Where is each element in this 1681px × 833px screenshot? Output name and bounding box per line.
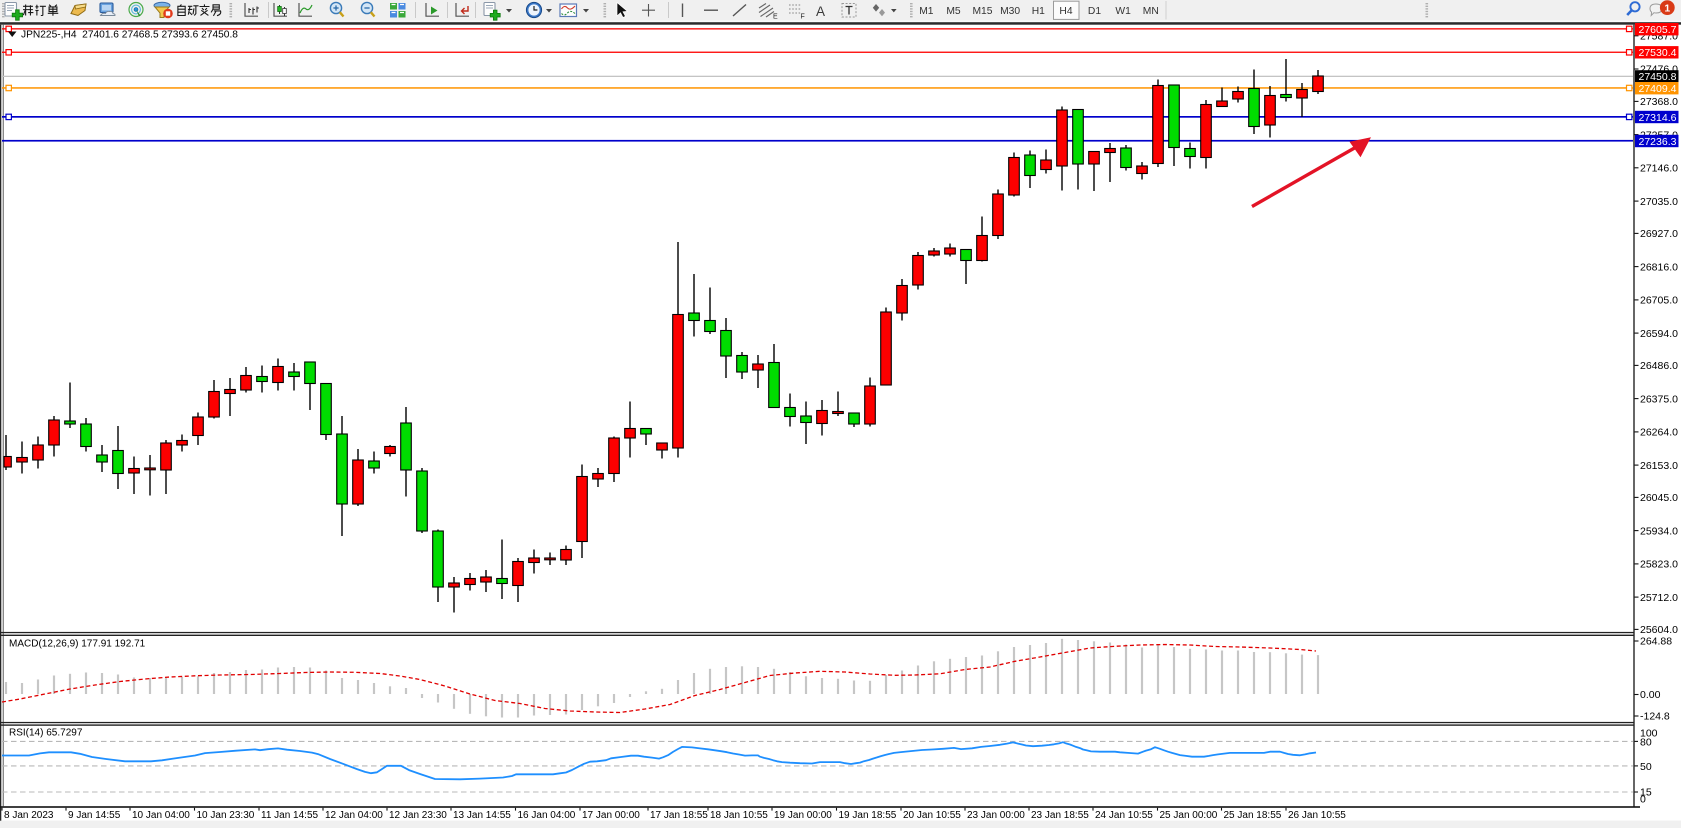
- svg-text:25934.0: 25934.0: [1640, 525, 1678, 537]
- svg-text:27605.7: 27605.7: [1639, 24, 1677, 36]
- svg-text:M1: M1: [919, 6, 934, 17]
- svg-text:M5: M5: [946, 6, 961, 17]
- svg-text:26816.0: 26816.0: [1640, 261, 1678, 273]
- svg-text:27314.6: 27314.6: [1639, 112, 1677, 124]
- svg-text:26153.0: 26153.0: [1640, 460, 1678, 472]
- svg-text:27530.4: 27530.4: [1639, 47, 1677, 59]
- svg-text:MACD(12,26,9) 177.91 192.71: MACD(12,26,9) 177.91 192.71: [9, 638, 146, 649]
- svg-text:25 Jan 18:55: 25 Jan 18:55: [1224, 810, 1282, 821]
- svg-text:-124.8: -124.8: [1640, 711, 1670, 723]
- svg-text:27368.0: 27368.0: [1640, 96, 1678, 108]
- svg-text:M30: M30: [1000, 6, 1020, 17]
- svg-text:H4: H4: [1059, 6, 1072, 17]
- svg-text:17 Jan 00:00: 17 Jan 00:00: [582, 810, 640, 821]
- svg-text:27450.8: 27450.8: [1639, 71, 1677, 83]
- svg-text:23 Jan 00:00: 23 Jan 00:00: [967, 810, 1025, 821]
- svg-text:27146.0: 27146.0: [1640, 163, 1678, 175]
- svg-text:24 Jan 10:55: 24 Jan 10:55: [1095, 810, 1153, 821]
- svg-text:JPN225-,H4 27401.6 27468.5 27: JPN225-,H4 27401.6 27468.5 27393.6 27450…: [21, 29, 238, 40]
- svg-text:15: 15: [1640, 787, 1652, 799]
- svg-text:19 Jan 00:00: 19 Jan 00:00: [774, 810, 832, 821]
- svg-text:10 Jan 04:00: 10 Jan 04:00: [132, 810, 190, 821]
- svg-text:264.88: 264.88: [1640, 636, 1672, 648]
- svg-text:9 Jan 14:55: 9 Jan 14:55: [68, 810, 121, 821]
- svg-text:18 Jan 10:55: 18 Jan 10:55: [710, 810, 768, 821]
- svg-text:26594.0: 26594.0: [1640, 328, 1678, 340]
- svg-text:0.00: 0.00: [1640, 689, 1661, 701]
- svg-text:25604.0: 25604.0: [1640, 624, 1678, 636]
- svg-text:26045.0: 26045.0: [1640, 492, 1678, 504]
- svg-text:MN: MN: [1143, 6, 1159, 17]
- svg-text:17 Jan 18:55: 17 Jan 18:55: [650, 810, 708, 821]
- svg-text:50: 50: [1640, 761, 1652, 773]
- svg-text:100: 100: [1640, 728, 1658, 740]
- svg-text:25 Jan 00:00: 25 Jan 00:00: [1160, 810, 1218, 821]
- svg-text:8 Jan 2023: 8 Jan 2023: [4, 810, 54, 821]
- svg-text:1: 1: [1664, 2, 1670, 14]
- svg-text:0: 0: [1640, 793, 1646, 805]
- svg-text:26705.0: 26705.0: [1640, 295, 1678, 307]
- svg-text:26375.0: 26375.0: [1640, 393, 1678, 405]
- svg-text:25823.0: 25823.0: [1640, 559, 1678, 571]
- svg-text:12 Jan 04:00: 12 Jan 04:00: [325, 810, 383, 821]
- svg-text:23 Jan 18:55: 23 Jan 18:55: [1031, 810, 1089, 821]
- svg-text:D1: D1: [1088, 6, 1101, 17]
- svg-text:27409.4: 27409.4: [1639, 83, 1677, 95]
- svg-text:25712.0: 25712.0: [1640, 592, 1678, 604]
- svg-text:26927.0: 26927.0: [1640, 228, 1678, 240]
- svg-text:27035.0: 27035.0: [1640, 196, 1678, 208]
- svg-text:12 Jan 23:30: 12 Jan 23:30: [389, 810, 447, 821]
- svg-text:F: F: [801, 14, 805, 21]
- svg-text:H1: H1: [1032, 6, 1045, 17]
- svg-text:27236.3: 27236.3: [1639, 136, 1677, 148]
- svg-text:26264.0: 26264.0: [1640, 427, 1678, 439]
- svg-text:80: 80: [1640, 736, 1652, 748]
- svg-text:E: E: [773, 14, 778, 21]
- svg-text:26 Jan 10:55: 26 Jan 10:55: [1288, 810, 1346, 821]
- svg-text:26486.0: 26486.0: [1640, 360, 1678, 372]
- svg-text:RSI(14) 65.7297: RSI(14) 65.7297: [9, 728, 83, 739]
- svg-text:19 Jan 18:55: 19 Jan 18:55: [839, 810, 897, 821]
- svg-text:16 Jan 04:00: 16 Jan 04:00: [518, 810, 576, 821]
- svg-text:M15: M15: [972, 6, 992, 17]
- svg-text:W1: W1: [1115, 6, 1131, 17]
- svg-text:A: A: [816, 4, 825, 19]
- svg-text:10 Jan 23:30: 10 Jan 23:30: [197, 810, 255, 821]
- svg-text:20 Jan 10:55: 20 Jan 10:55: [903, 810, 961, 821]
- svg-text:11 Jan 14:55: 11 Jan 14:55: [261, 810, 319, 821]
- svg-text:13 Jan 14:55: 13 Jan 14:55: [453, 810, 511, 821]
